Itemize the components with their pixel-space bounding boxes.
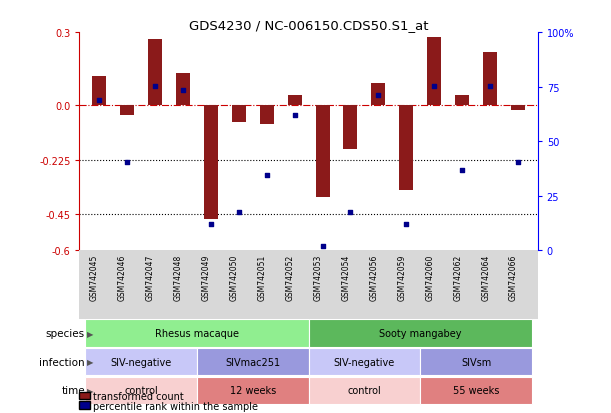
Text: Rhesus macaque: Rhesus macaque <box>155 328 239 338</box>
Bar <box>85 348 197 375</box>
Bar <box>232 106 246 123</box>
Point <box>262 173 271 179</box>
Point <box>513 159 523 166</box>
Point <box>206 221 216 228</box>
Bar <box>315 106 329 198</box>
Text: SIVmac251: SIVmac251 <box>225 357 280 367</box>
Bar <box>371 84 386 106</box>
Text: GSM742054: GSM742054 <box>342 254 351 301</box>
Point <box>485 83 495 90</box>
Bar <box>288 96 302 106</box>
Text: 12 weeks: 12 weeks <box>230 385 276 395</box>
Bar <box>204 106 218 219</box>
Bar <box>197 377 309 404</box>
Bar <box>420 377 532 404</box>
Bar <box>309 348 420 375</box>
Bar <box>420 348 532 375</box>
Text: GSM742053: GSM742053 <box>313 254 323 301</box>
Text: species: species <box>46 328 85 338</box>
Point <box>178 88 188 95</box>
Text: percentile rank within the sample: percentile rank within the sample <box>93 401 258 411</box>
Point <box>290 112 299 119</box>
Bar <box>148 40 162 106</box>
Bar <box>427 38 441 106</box>
Bar <box>343 106 357 149</box>
Text: GSM742064: GSM742064 <box>481 254 490 301</box>
Text: GSM742052: GSM742052 <box>285 254 295 300</box>
Bar <box>483 52 497 106</box>
Text: GSM742066: GSM742066 <box>509 254 518 301</box>
Bar <box>260 106 274 125</box>
Text: GSM742056: GSM742056 <box>370 254 378 301</box>
Bar <box>511 106 525 111</box>
Bar <box>455 96 469 106</box>
Bar <box>400 106 413 190</box>
Point <box>346 209 356 216</box>
Text: Sooty mangabey: Sooty mangabey <box>379 328 461 338</box>
Bar <box>176 74 190 106</box>
Text: SIVsm: SIVsm <box>461 357 491 367</box>
Bar <box>85 320 309 347</box>
Point <box>373 93 383 99</box>
Point <box>318 243 327 249</box>
Point <box>401 221 411 228</box>
Bar <box>85 377 197 404</box>
Text: control: control <box>124 385 158 395</box>
Bar <box>92 76 106 106</box>
Text: GSM742046: GSM742046 <box>118 254 127 301</box>
Text: GSM742045: GSM742045 <box>90 254 99 301</box>
Text: ▶: ▶ <box>87 386 94 395</box>
Text: infection: infection <box>39 357 85 367</box>
Point <box>430 83 439 90</box>
Bar <box>120 106 134 115</box>
Text: GSM742048: GSM742048 <box>174 254 183 300</box>
Bar <box>309 320 532 347</box>
Text: GSM742049: GSM742049 <box>202 254 211 301</box>
Text: ▶: ▶ <box>87 329 94 338</box>
Bar <box>309 377 420 404</box>
Text: SIV-negative: SIV-negative <box>110 357 172 367</box>
Text: time: time <box>61 385 85 395</box>
Text: transformed count: transformed count <box>93 391 184 401</box>
Text: GSM742060: GSM742060 <box>425 254 434 301</box>
Text: 55 weeks: 55 weeks <box>453 385 499 395</box>
Bar <box>197 348 309 375</box>
Point <box>94 97 104 104</box>
Text: control: control <box>348 385 381 395</box>
Point <box>458 168 467 174</box>
Text: SIV-negative: SIV-negative <box>334 357 395 367</box>
Title: GDS4230 / NC-006150.CDS50.S1_at: GDS4230 / NC-006150.CDS50.S1_at <box>189 19 428 32</box>
Text: GSM742062: GSM742062 <box>453 254 463 300</box>
Text: GSM742047: GSM742047 <box>146 254 155 301</box>
Text: GSM742050: GSM742050 <box>230 254 239 301</box>
Point <box>150 83 159 90</box>
Point <box>234 209 244 216</box>
Text: GSM742059: GSM742059 <box>397 254 406 301</box>
Text: GSM742051: GSM742051 <box>258 254 266 300</box>
Text: ▶: ▶ <box>87 357 94 366</box>
Point <box>122 159 132 166</box>
